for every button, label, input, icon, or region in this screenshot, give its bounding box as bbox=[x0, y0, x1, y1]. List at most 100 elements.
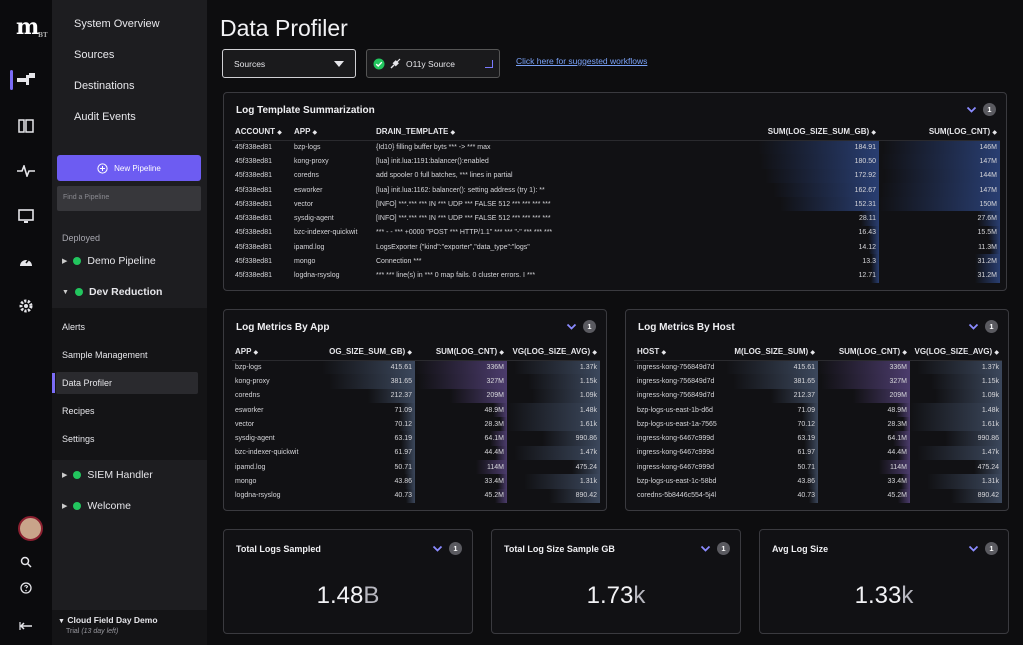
cell-count: 327M bbox=[415, 374, 507, 389]
subnav-settings[interactable]: Settings bbox=[62, 434, 95, 444]
column-header-host[interactable]: HOST ◆ bbox=[634, 344, 726, 361]
info-badge[interactable]: 1 bbox=[583, 320, 596, 333]
help-icon[interactable] bbox=[16, 578, 36, 598]
cell-name: ingress-kong-6467c999d bbox=[637, 449, 715, 457]
cell-count: 209M bbox=[818, 388, 910, 403]
monitor-icon[interactable] bbox=[16, 206, 36, 226]
user-avatar[interactable] bbox=[18, 516, 43, 541]
sidebar-item-audit-events[interactable]: Audit Events bbox=[74, 111, 136, 123]
table-row[interactable]: ingress-kong-6467c999d 63.19 64.1M 990.86 bbox=[634, 431, 1002, 446]
column-header-count[interactable]: SUM(LOG_CNT) ◆ bbox=[818, 344, 910, 361]
table-row[interactable]: 45f338ed81 logdna-rsyslog *** *** line(s) … bbox=[232, 268, 1000, 283]
find-pipeline-input[interactable]: Find a Pipeline bbox=[57, 186, 201, 211]
chevron-down-icon[interactable] bbox=[968, 543, 979, 554]
cell-count: 31.2M bbox=[879, 268, 1000, 283]
subnav-sample-management[interactable]: Sample Management bbox=[62, 350, 148, 360]
sidebar-item-system-overview[interactable]: System Overview bbox=[74, 18, 160, 30]
chevron-down-icon[interactable] bbox=[432, 543, 443, 554]
column-header-app[interactable]: APP ◆ bbox=[232, 344, 322, 361]
table-row[interactable]: bzp-logs-us-east-1b-d6d 71.09 48.9M 1.48k bbox=[634, 402, 1002, 418]
subnav-alerts[interactable]: Alerts bbox=[62, 322, 86, 332]
value-bar bbox=[882, 140, 1000, 155]
table-row[interactable]: logdna-rsyslog 40.73 45.2M 890.42 bbox=[232, 488, 600, 503]
table-row[interactable]: coredns 212.37 209M 1.09k bbox=[232, 388, 600, 403]
chevron-down-icon[interactable] bbox=[566, 321, 577, 332]
cell-name: kong-proxy bbox=[235, 377, 270, 385]
chevron-down-icon[interactable] bbox=[968, 321, 979, 332]
cell-size: 43.86 bbox=[726, 474, 818, 489]
subnav-recipes[interactable]: Recipes bbox=[62, 406, 95, 416]
org-footer[interactable]: ▼ Cloud Field Day Demo Trial (13 day lef… bbox=[52, 610, 207, 645]
sidebar-item-destinations[interactable]: Destinations bbox=[74, 80, 135, 92]
cell-size: 381.65 bbox=[322, 374, 415, 389]
source-type-select[interactable]: Sources bbox=[222, 49, 356, 78]
suggested-workflows-link[interactable]: Click here for suggested workflows bbox=[516, 56, 648, 66]
sources-icon[interactable] bbox=[16, 116, 36, 136]
column-header-avg[interactable]: VG(LOG_SIZE_AVG) ◆ bbox=[910, 344, 1002, 361]
pipeline-item-welcome[interactable]: ▶ Welcome bbox=[62, 500, 131, 512]
brand-logo[interactable]: m BT bbox=[16, 14, 48, 40]
column-header-count[interactable]: SUM(LOG_CNT) ◆ bbox=[879, 124, 1000, 141]
column-header-avg[interactable]: VG(LOG_SIZE_AVG) ◆ bbox=[507, 344, 600, 361]
table-row[interactable]: ingress-kong-6467c999d 61.97 44.4M 1.47k bbox=[634, 445, 1002, 461]
table-row[interactable]: 45f338ed81 vector [INFO] ***.*** *** IN **… bbox=[232, 197, 1000, 212]
column-header-size[interactable]: OG_SIZE_SUM_GB) ◆ bbox=[322, 344, 415, 361]
table-row[interactable]: 45f338ed81 mongo Connection *** 13.3 31.2M bbox=[232, 254, 1000, 269]
table-row[interactable]: 45f338ed81 kong-proxy [lua] init.lua:1191:… bbox=[232, 154, 1000, 169]
table-row[interactable]: bzc-indexer-quickwit 61.97 44.4M 1.47k bbox=[232, 445, 600, 461]
info-badge[interactable]: 1 bbox=[985, 542, 998, 555]
table-row[interactable]: vector 70.12 28.3M 1.61k bbox=[232, 417, 600, 432]
table-row[interactable]: 45f338ed81 coredns add spooler 0 full batc… bbox=[232, 168, 1000, 183]
column-header-size[interactable]: M(LOG_SIZE_SUM) ◆ bbox=[726, 344, 818, 361]
value-bar bbox=[367, 388, 415, 403]
info-badge[interactable]: 1 bbox=[717, 542, 730, 555]
table-row[interactable]: bzp-logs-us-east-1a-7565 70.12 28.3M 1.61k bbox=[634, 417, 1002, 432]
pipeline-item-siem-handler[interactable]: ▶ SIEM Handler bbox=[62, 469, 153, 481]
table-row[interactable]: bzp-logs-us-east-1c-58bd 43.86 33.4M 1.31k bbox=[634, 474, 1002, 489]
info-badge[interactable]: 1 bbox=[449, 542, 462, 555]
cell-name: logdna-rsyslog bbox=[235, 492, 281, 500]
table-row[interactable]: sysdig-agent 63.19 64.1M 990.86 bbox=[232, 431, 600, 446]
new-pipeline-label: New Pipeline bbox=[114, 163, 161, 173]
sidebar-item-sources[interactable]: Sources bbox=[74, 49, 115, 61]
table-row[interactable]: mongo 43.86 33.4M 1.31k bbox=[232, 474, 600, 489]
activity-icon[interactable] bbox=[16, 161, 36, 181]
table-row[interactable]: ingress-kong-756849d7d 381.65 327M 1.15k bbox=[634, 374, 1002, 389]
table-row[interactable]: 45f338ed81 sysdig-agent [INFO] ***.*** ***… bbox=[232, 211, 1000, 226]
subnav-data-profiler[interactable]: Data Profiler bbox=[56, 372, 198, 394]
table-row[interactable]: ipamd.log 50.71 114M 475.24 bbox=[232, 460, 600, 475]
table-row[interactable]: bzp-logs 415.61 336M 1.37k bbox=[232, 360, 600, 375]
chevron-down-icon[interactable] bbox=[966, 104, 977, 115]
subnav-active-indicator bbox=[52, 373, 55, 393]
column-header-app[interactable]: APP ◆ bbox=[291, 124, 373, 141]
value-bar bbox=[514, 445, 600, 461]
table-row[interactable]: 45f338ed81 esworker [lua] init.lua:1162: b… bbox=[232, 182, 1000, 198]
pipeline-item-dev-reduction[interactable]: ▼ Dev Reduction bbox=[62, 286, 162, 298]
new-pipeline-button[interactable]: New Pipeline bbox=[57, 155, 201, 181]
table-row[interactable]: ingress-kong-756849d7d 415.61 336M 1.37k bbox=[634, 360, 1002, 375]
source-selector[interactable]: O11y Source bbox=[366, 49, 500, 78]
column-header-size[interactable]: SUM(LOG_SIZE_SUM_GB) ◆ bbox=[758, 124, 879, 141]
table-row[interactable]: 45f338ed81 bzp-logs {Id10} filling buffer … bbox=[232, 140, 1000, 155]
table-row[interactable]: esworker 71.09 48.9M 1.48k bbox=[232, 402, 600, 418]
pipelines-icon[interactable] bbox=[16, 70, 36, 90]
settings-icon[interactable] bbox=[16, 296, 36, 316]
info-badge[interactable]: 1 bbox=[985, 320, 998, 333]
table-row[interactable]: ingress-kong-756849d7d 212.37 209M 1.09k bbox=[634, 388, 1002, 403]
column-header-drain-template[interactable]: DRAIN_TEMPLATE ◆ bbox=[373, 124, 758, 141]
metrics-by-host-table: HOST ◆ M(LOG_SIZE_SUM) ◆ SUM(LOG_CNT) ◆ … bbox=[634, 344, 1002, 503]
table-row[interactable]: kong-proxy 381.65 327M 1.15k bbox=[232, 374, 600, 389]
column-header-count[interactable]: SUM(LOG_CNT) ◆ bbox=[415, 344, 507, 361]
column-header-account[interactable]: ACCOUNT ◆ bbox=[232, 124, 291, 141]
cell-account: 45f338ed81 bbox=[235, 143, 272, 151]
table-row[interactable]: coredns-5b8446c554-5j4l 40.73 45.2M 890.42 bbox=[634, 488, 1002, 503]
info-badge[interactable]: 1 bbox=[983, 103, 996, 116]
table-row[interactable]: 45f338ed81 bzc-indexer-quickwit *** - - **… bbox=[232, 225, 1000, 241]
table-row[interactable]: 45f338ed81 ipamd.log LogsExporter {"kind":… bbox=[232, 240, 1000, 255]
table-row[interactable]: ingress-kong-6467c999d 50.71 114M 475.24 bbox=[634, 460, 1002, 475]
pipeline-item-demo[interactable]: ▶ Demo Pipeline bbox=[62, 255, 156, 267]
search-icon[interactable] bbox=[16, 552, 36, 572]
chevron-down-icon[interactable] bbox=[700, 543, 711, 554]
gauge-icon[interactable] bbox=[16, 251, 36, 271]
collapse-icon[interactable] bbox=[16, 616, 36, 636]
